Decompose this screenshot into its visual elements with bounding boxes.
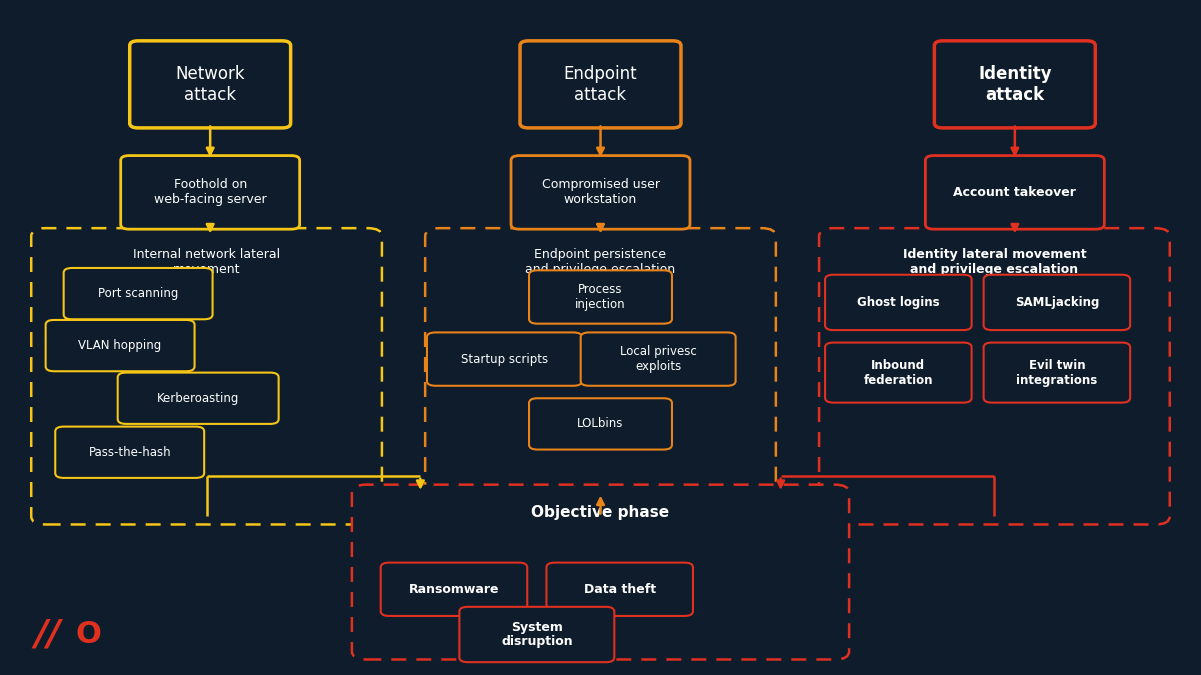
- Text: Evil twin
integrations: Evil twin integrations: [1016, 358, 1098, 387]
- Text: Ransomware: Ransomware: [408, 583, 500, 596]
- Text: VLAN hopping: VLAN hopping: [78, 339, 162, 352]
- FancyBboxPatch shape: [352, 485, 849, 659]
- Text: Process
injection: Process injection: [575, 283, 626, 311]
- Text: Local privesc
exploits: Local privesc exploits: [620, 345, 697, 373]
- FancyBboxPatch shape: [31, 228, 382, 524]
- FancyBboxPatch shape: [381, 563, 527, 616]
- FancyBboxPatch shape: [819, 228, 1170, 524]
- Text: Network
attack: Network attack: [175, 65, 245, 104]
- FancyBboxPatch shape: [118, 373, 279, 424]
- Text: LOLbins: LOLbins: [578, 417, 623, 431]
- Text: Endpoint persistence
and privilege escalation: Endpoint persistence and privilege escal…: [526, 248, 675, 276]
- Text: Ghost logins: Ghost logins: [858, 296, 939, 309]
- Text: Data theft: Data theft: [584, 583, 656, 596]
- FancyBboxPatch shape: [130, 40, 291, 128]
- Text: SAMLjacking: SAMLjacking: [1015, 296, 1099, 309]
- Text: Internal network lateral
movement: Internal network lateral movement: [133, 248, 280, 276]
- FancyBboxPatch shape: [512, 156, 689, 230]
- FancyBboxPatch shape: [46, 320, 195, 371]
- Text: Identity
attack: Identity attack: [978, 65, 1052, 104]
- Text: Pass-the-hash: Pass-the-hash: [89, 446, 171, 459]
- Text: Objective phase: Objective phase: [531, 505, 670, 520]
- FancyBboxPatch shape: [528, 270, 673, 323]
- FancyBboxPatch shape: [55, 427, 204, 478]
- Text: System
disruption: System disruption: [501, 620, 573, 649]
- FancyBboxPatch shape: [520, 40, 681, 128]
- FancyBboxPatch shape: [984, 275, 1130, 330]
- Text: Identity lateral movement
and privilege escalation: Identity lateral movement and privilege …: [903, 248, 1086, 276]
- Text: Account takeover: Account takeover: [954, 186, 1076, 199]
- FancyBboxPatch shape: [428, 333, 582, 386]
- Text: Endpoint
attack: Endpoint attack: [563, 65, 638, 104]
- FancyBboxPatch shape: [425, 228, 776, 524]
- FancyBboxPatch shape: [581, 333, 735, 386]
- Text: Compromised user
workstation: Compromised user workstation: [542, 178, 659, 207]
- Text: Inbound
federation: Inbound federation: [864, 358, 933, 387]
- Text: Kerberoasting: Kerberoasting: [157, 392, 239, 405]
- FancyBboxPatch shape: [825, 275, 972, 330]
- FancyBboxPatch shape: [934, 40, 1095, 128]
- Text: Startup scripts: Startup scripts: [461, 352, 548, 366]
- Text: //: //: [35, 618, 61, 651]
- FancyBboxPatch shape: [459, 607, 615, 662]
- FancyBboxPatch shape: [64, 268, 213, 319]
- FancyBboxPatch shape: [825, 342, 972, 402]
- Text: Foothold on
web-facing server: Foothold on web-facing server: [154, 178, 267, 207]
- FancyBboxPatch shape: [984, 342, 1130, 402]
- FancyBboxPatch shape: [925, 156, 1105, 230]
- Text: O: O: [76, 620, 102, 649]
- FancyBboxPatch shape: [120, 156, 300, 230]
- FancyBboxPatch shape: [528, 398, 673, 450]
- FancyBboxPatch shape: [546, 563, 693, 616]
- Text: Port scanning: Port scanning: [98, 287, 178, 300]
